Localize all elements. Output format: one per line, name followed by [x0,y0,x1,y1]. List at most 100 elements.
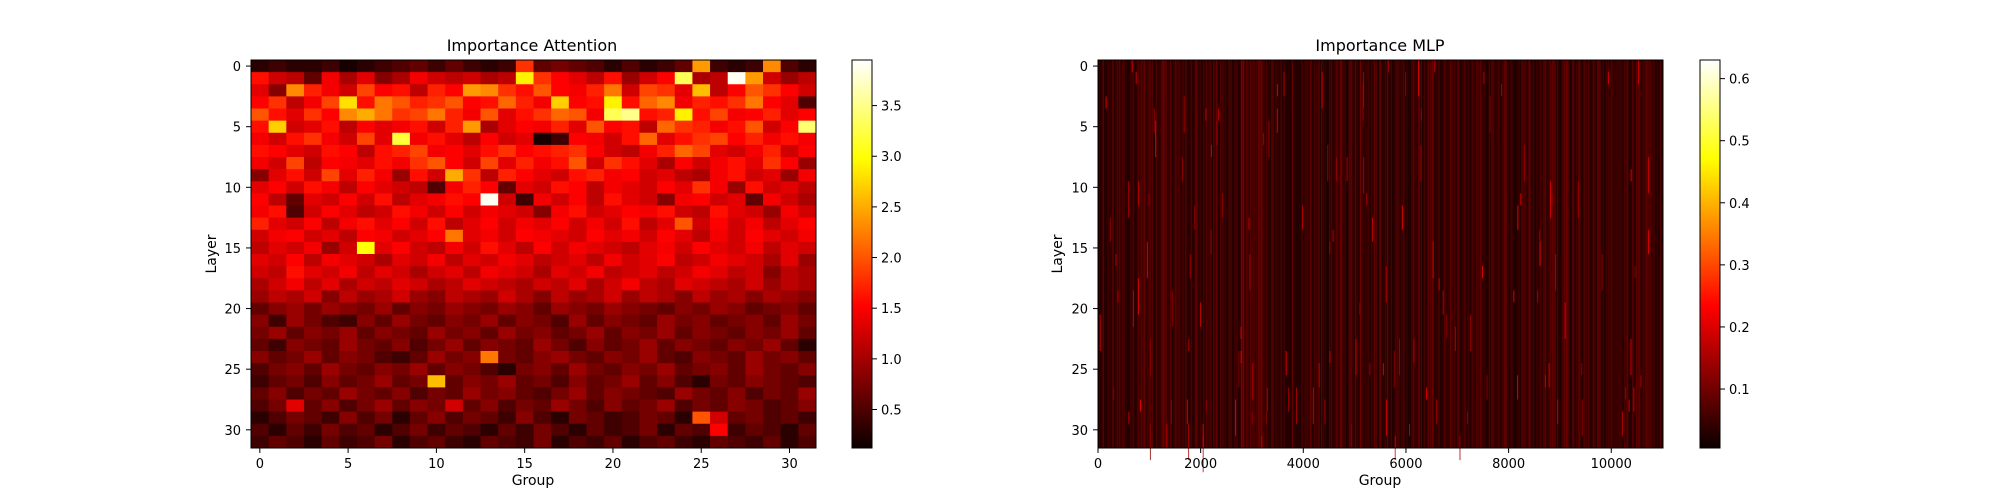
attention-cell [498,278,517,291]
attention-cell [303,399,323,413]
mlp-hotspot [1501,84,1503,97]
mlp-hotspot [1564,302,1566,339]
attention-cell [798,338,817,352]
attention-cell [798,181,817,194]
attention-cell [498,144,517,158]
attention-cell [427,144,446,158]
attention-cell [462,338,481,352]
attention-cell [427,120,446,134]
attention-cell [409,169,428,182]
mlp-stripe [1317,60,1319,448]
attention-cell [586,254,605,267]
mlp-stripe [1465,60,1466,448]
attention-cell [621,217,640,231]
mlp-stripe [1399,60,1401,448]
attention-cell [374,132,393,146]
attention-cell [251,217,270,231]
mlp-hotspot [1382,363,1384,376]
attention-cell [798,363,817,376]
mlp-stripe [1410,60,1412,448]
mlp-stripe [1123,60,1125,448]
mlp-hotspot [1470,314,1472,352]
attention-cell [621,132,640,146]
mlp-stripe [1549,60,1552,448]
attention-cell [621,435,640,449]
mlp-hotspot [1482,266,1484,279]
attention-cell [586,375,605,388]
attention-cell [427,423,446,437]
mlp-hotspot [1359,302,1361,315]
attention-cell [763,229,782,243]
attention-cell [374,423,393,437]
mlp-stripe [1638,60,1640,448]
attention-cell [692,84,711,97]
attention-cell [551,314,570,328]
mlp-stripe [1523,60,1526,448]
attention-cell [356,181,375,194]
mlp-stripe [1582,60,1584,448]
mlp-stripe [1427,60,1429,448]
attention-cell [727,399,746,413]
attention-cell [586,387,605,400]
mlp-stripe [1342,60,1343,448]
attention-cell [409,411,428,425]
mlp-colorbar-tick-label: 0.6 [1729,73,1750,88]
mlp-stripe [1576,60,1577,448]
attention-cell [321,266,340,279]
mlp-stripe [1185,60,1187,448]
attention-cell [374,375,393,388]
mlp-stripe [1102,60,1104,448]
attention-cell [692,423,711,437]
attention-cell [674,326,693,340]
mlp-stripe [1400,60,1402,448]
mlp-hotspot [1581,399,1583,436]
mlp-stripe [1253,60,1255,448]
attention-cell [533,314,552,328]
attention-cell [710,338,729,352]
attention-cell [604,338,623,352]
attention-cell [674,254,693,267]
attention-cell [268,411,287,425]
mlp-stripe [1331,60,1333,448]
mlp-stripe [1361,60,1363,448]
mlp-stripe [1130,60,1132,448]
mlp-hotspot [1466,411,1468,424]
attention-cell [480,326,499,340]
attention-cell [392,266,411,279]
mlp-stripe [1649,60,1651,448]
mlp-stripe [1259,60,1261,448]
attention-cell [392,278,411,291]
mlp-stripe [1271,60,1273,448]
attention-cell [674,72,693,85]
attention-cell [621,423,640,437]
attention-cell [674,169,693,182]
mlp-stripe [1389,60,1391,448]
attention-cell [780,157,799,170]
attention-cell [639,96,658,109]
attention-cell [321,375,340,388]
mlp-stripe [1657,60,1658,448]
attention-cell [692,60,711,73]
attention-cell [321,132,340,146]
mlp-hotspot [1648,157,1650,194]
attention-cell [427,229,446,243]
mlp-stripe [1235,60,1238,448]
attention-colorbar-tick-label: 3.5 [881,100,902,115]
attention-cell [251,169,270,182]
attention-cell [568,314,587,328]
mlp-colorbar: 0.10.20.30.40.50.6 [1699,59,1750,449]
attention-cell [409,278,428,291]
mlp-stripe [1259,60,1261,448]
attention-cell [586,351,605,364]
attention-cell [657,84,676,97]
attention-colorbar-tick-label: 2.0 [881,252,902,267]
mlp-hotspot [1434,60,1436,73]
attention-cell [445,411,464,425]
mlp-hotspot [1137,278,1139,315]
mlp-stripe [1274,60,1276,448]
mlp-stripe [1374,60,1376,448]
attention-cell [374,144,393,158]
mlp-stripe [1173,60,1175,448]
mlp-x-ticks: 0 2000 4000 6000 8000 10000 [1094,448,1632,472]
attention-cell [780,423,799,437]
